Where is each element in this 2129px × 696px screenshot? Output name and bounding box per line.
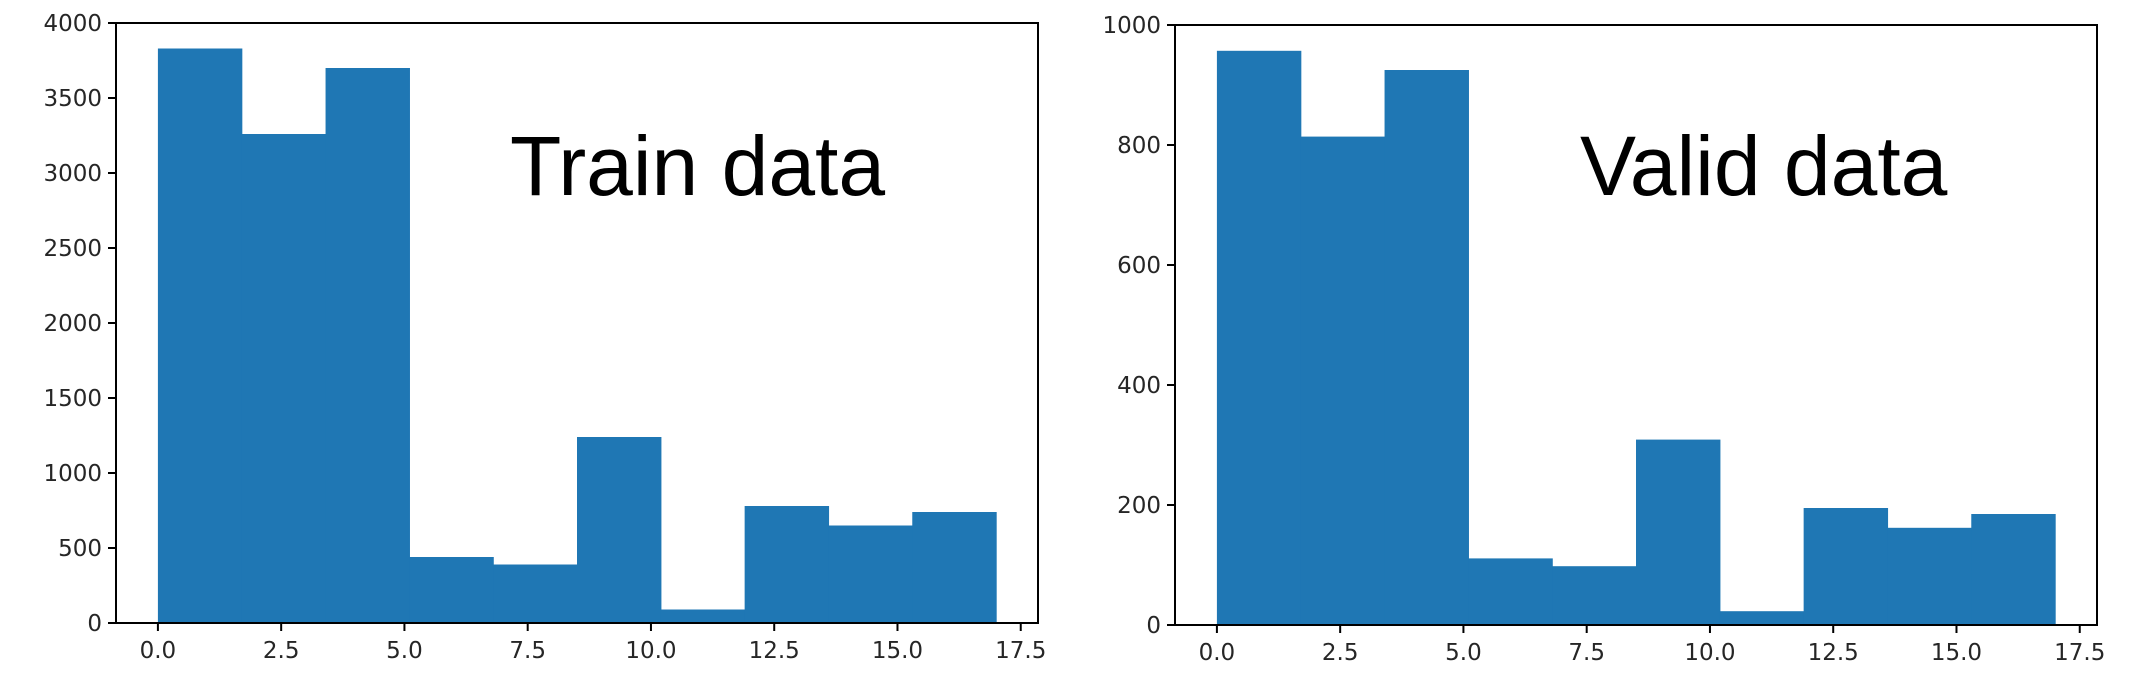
train-bar-5 [577,437,662,623]
valid-x-tick-label: 0.0 [1199,640,1236,666]
valid-bar-7 [1803,508,1889,625]
valid-bars [1216,50,2056,626]
train-annotation: Train data [510,119,885,213]
valid-x-tick-label: 12.5 [1808,640,1859,666]
valid-annotation: Valid data [1580,119,1948,213]
valid-ticks: 0.0 2.5 5.0 7.5 10.0 12.5 15.0 17.5 0 200 400 600 80… [1102,13,2105,666]
train-bar-6 [660,609,746,623]
valid-y-tick-label: 800 [1117,133,1161,159]
train-y-tick-label: 2500 [43,236,102,262]
valid-bar-3 [1468,558,1553,625]
train-x-tick-label: 10.0 [625,638,676,664]
train-bar-8 [828,525,913,623]
train-x-tick-label: 2.5 [263,638,300,664]
valid-bar-8 [1887,527,1972,625]
valid-bar-9 [1971,514,2056,625]
train-y-tick-label: 1500 [43,386,102,412]
valid-x-tick-label: 7.5 [1568,640,1605,666]
train-y-tick-label: 3500 [43,86,102,112]
valid-y-tick-label: 600 [1117,253,1161,279]
train-y-tick-label: 500 [58,536,102,562]
train-bars [157,48,997,623]
train-bar-0 [157,48,243,623]
train-bar-1 [241,134,327,623]
train-bar-3 [409,557,494,623]
valid-y-tick-label: 200 [1117,493,1161,519]
valid-x-tick-label: 2.5 [1322,640,1359,666]
valid-x-tick-label: 15.0 [1931,640,1982,666]
train-y-tick-label: 0 [87,611,102,637]
valid-bar-0 [1216,50,1302,626]
valid-x-tick-label: 5.0 [1445,640,1482,666]
train-x-tick-label: 15.0 [872,638,923,664]
valid-bar-2 [1384,70,1469,625]
train-x-tick-label: 17.5 [995,638,1046,664]
train-x-tick-label: 7.5 [509,638,546,664]
valid-y-tick-label: 1000 [1102,13,1161,39]
train-bar-4 [493,564,578,623]
valid-bar-5 [1636,439,1721,625]
train-axes-frame [115,22,1039,624]
valid-bar-1 [1300,136,1386,625]
train-y-tick-label: 4000 [43,11,102,37]
train-bar-9 [912,512,997,623]
train-y-tick-label: 1000 [43,461,102,487]
train-x-tick-label: 12.5 [749,638,800,664]
valid-data-histogram: 0.0 2.5 5.0 7.5 10.0 12.5 15.0 17.5 0 200 400 600 80… [1102,13,2105,666]
valid-x-tick-label: 10.0 [1684,640,1735,666]
valid-x-tick-label: 17.5 [2054,640,2105,666]
valid-y-tick-label: 400 [1117,373,1161,399]
valid-bar-4 [1552,566,1637,625]
valid-bar-6 [1719,611,1805,625]
valid-y-tick-label: 0 [1146,613,1161,639]
train-x-tick-label: 0.0 [140,638,177,664]
train-y-tick-label: 2000 [43,311,102,337]
train-ticks: 0.0 2.5 5.0 7.5 10.0 12.5 15.0 17.5 0 500 1000 1500… [43,11,1046,664]
valid-axes-frame [1174,24,2098,626]
train-x-tick-label: 5.0 [386,638,423,664]
train-data-histogram: 0.0 2.5 5.0 7.5 10.0 12.5 15.0 17.5 0 500 1000 1500… [43,11,1046,664]
train-bar-2 [325,68,410,623]
train-y-tick-label: 3000 [43,161,102,187]
train-bar-7 [744,506,830,623]
